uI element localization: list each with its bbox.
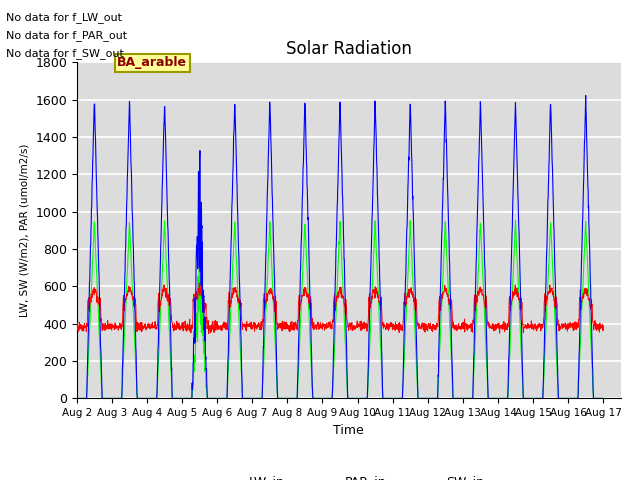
Legend: LW_in, PAR_in, SW_in: LW_in, PAR_in, SW_in xyxy=(209,470,489,480)
Y-axis label: LW, SW (W/m2), PAR (umol/m2/s): LW, SW (W/m2), PAR (umol/m2/s) xyxy=(20,144,29,317)
Title: Solar Radiation: Solar Radiation xyxy=(286,40,412,58)
Text: No data for f_PAR_out: No data for f_PAR_out xyxy=(6,30,127,41)
Text: No data for f_LW_out: No data for f_LW_out xyxy=(6,12,122,23)
X-axis label: Time: Time xyxy=(333,424,364,437)
Text: BA_arable: BA_arable xyxy=(117,56,187,69)
Text: No data for f_SW_out: No data for f_SW_out xyxy=(6,48,124,60)
